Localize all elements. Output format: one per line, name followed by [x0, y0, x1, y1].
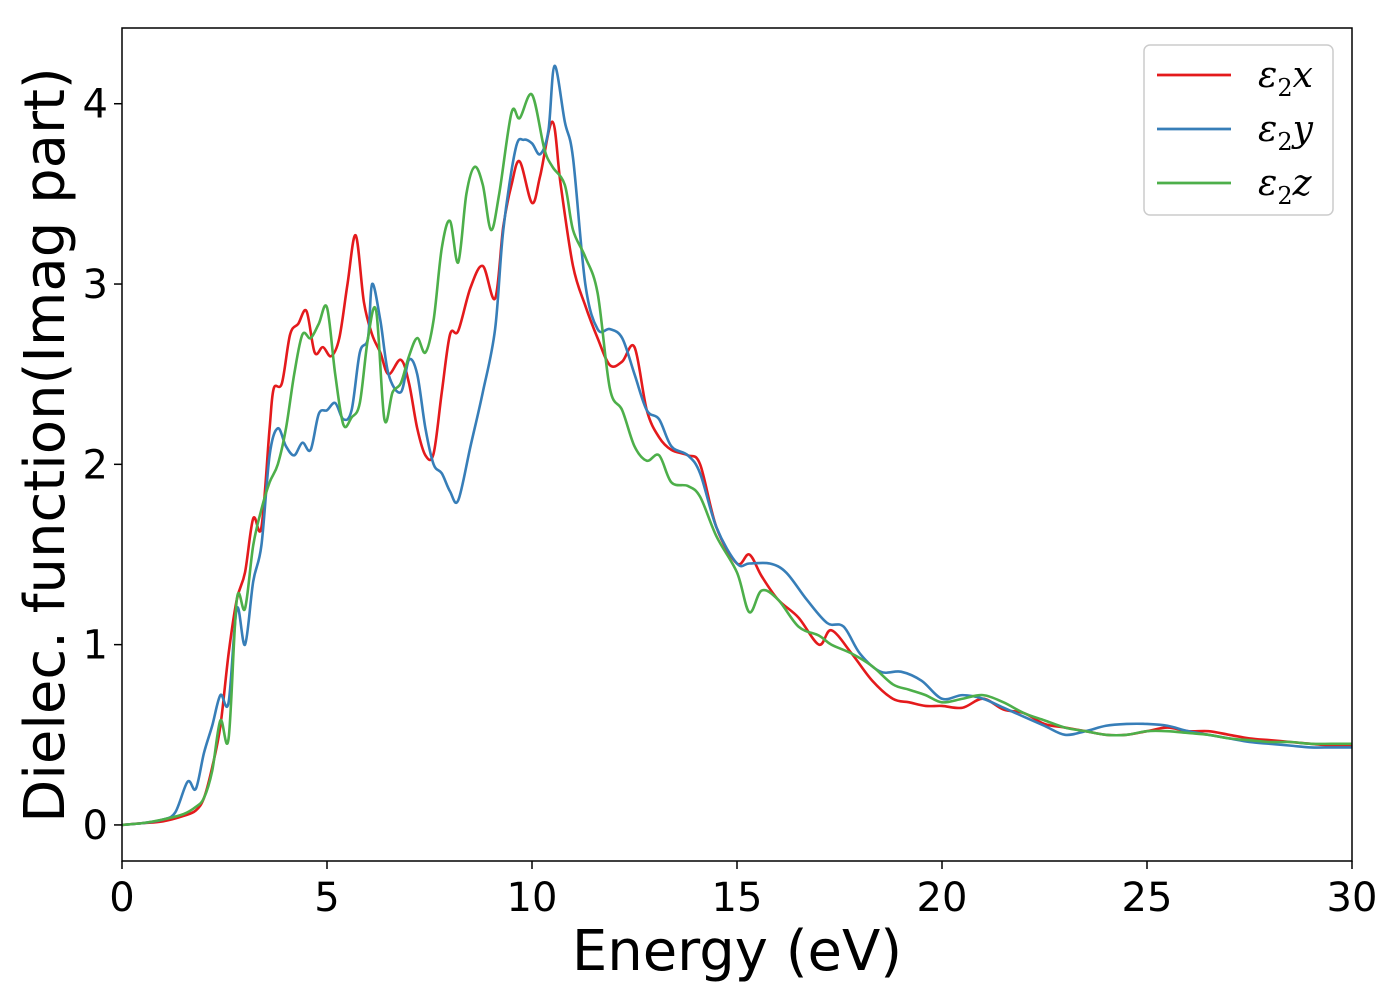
series-layer	[121, 64, 1353, 827]
legend-label-y: ε2y	[1258, 109, 1314, 156]
y-axis-label: Dielec. function(Imag part)	[13, 67, 78, 823]
legend-symbol: ε	[1258, 163, 1277, 204]
series-line-x	[121, 120, 1353, 827]
y-tick-label: 3	[83, 262, 108, 308]
legend-label-x: ε2x	[1258, 55, 1313, 102]
series-line-y	[121, 64, 1352, 827]
y-tick-label: 0	[83, 803, 108, 849]
y-tick-label: 4	[83, 82, 108, 128]
legend-box	[1143, 44, 1334, 216]
legend-subscript: 2	[1277, 74, 1292, 102]
legend-subscript: 2	[1277, 182, 1292, 210]
x-tick-label: 20	[917, 875, 968, 921]
legend-axis: z	[1292, 163, 1313, 204]
x-tick-label: 15	[712, 875, 763, 921]
y-axis-ticks: 0 1 2 3 4	[83, 82, 122, 849]
x-axis-label: Energy (eV)	[572, 919, 902, 984]
x-tick-label: 30	[1327, 875, 1378, 921]
x-tick-label: 5	[314, 875, 339, 921]
legend-subscript: 2	[1277, 128, 1292, 156]
legend-axis: y	[1291, 109, 1314, 150]
y-tick-label: 1	[83, 623, 108, 669]
x-axis-ticks: 0 5 10 15 20 25 30	[109, 861, 1377, 921]
legend-symbol: ε	[1258, 109, 1277, 150]
y-tick-label: 2	[83, 442, 108, 488]
x-tick-label: 10	[507, 875, 558, 921]
series-line-z	[121, 92, 1352, 827]
legend-label-z: ε2z	[1258, 163, 1313, 210]
x-tick-label: 0	[109, 875, 134, 921]
legend-symbol: ε	[1258, 55, 1277, 96]
x-tick-label: 25	[1122, 875, 1173, 921]
legend-axis: x	[1293, 55, 1313, 96]
